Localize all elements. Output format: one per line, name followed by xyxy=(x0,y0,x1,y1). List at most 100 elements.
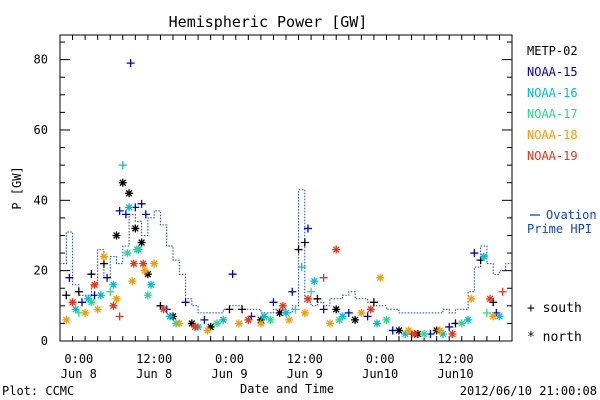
series-noaa-17 xyxy=(74,245,491,338)
point-north xyxy=(175,319,184,328)
legend-entry-noaa-15: NOAA-15 xyxy=(527,65,578,79)
point-north xyxy=(203,326,212,335)
point-north xyxy=(125,203,134,212)
x-tick-label-date: Jun10 xyxy=(362,367,398,381)
point-south xyxy=(369,298,378,307)
point-north xyxy=(489,312,498,321)
point-north xyxy=(219,315,228,324)
point-north xyxy=(68,298,77,307)
point-south xyxy=(470,249,479,258)
hpi-legend-line2: Prime HPI xyxy=(527,222,592,236)
point-north xyxy=(495,312,504,321)
y-tick-label: 40 xyxy=(34,193,48,207)
point-north xyxy=(438,329,447,338)
point-north xyxy=(420,329,429,338)
point-south xyxy=(126,59,135,68)
point-north xyxy=(147,280,156,289)
point-north xyxy=(335,315,344,324)
point-north xyxy=(266,315,275,324)
symbol-key: + south * north xyxy=(527,301,582,345)
point-south xyxy=(445,322,454,331)
point-north xyxy=(132,245,141,254)
point-north xyxy=(310,277,319,286)
point-south xyxy=(482,308,491,317)
legend-entry-noaa-18: NOAA-18 xyxy=(527,128,578,142)
point-south xyxy=(115,206,124,215)
point-north xyxy=(109,280,118,289)
point-north xyxy=(300,308,309,317)
point-south xyxy=(225,305,234,314)
point-north xyxy=(373,319,382,328)
point-north xyxy=(206,322,215,331)
point-south xyxy=(115,312,124,321)
point-south xyxy=(228,270,237,279)
y-tick-label: 0 xyxy=(41,334,48,348)
point-north xyxy=(332,305,341,314)
point-north xyxy=(260,312,269,321)
point-south xyxy=(319,273,328,282)
point-north xyxy=(112,231,121,240)
footer-timestamp: 2012/06/10 21:00:08 xyxy=(460,384,597,398)
x-tick-label-time: 0:00 xyxy=(64,352,93,366)
y-axis-label: P [GW] xyxy=(10,166,24,209)
point-north xyxy=(143,291,152,300)
x-tick-label-date: Jun 9 xyxy=(287,367,323,381)
point-south xyxy=(288,287,297,296)
point-south xyxy=(87,270,96,279)
legend-entry-noaa-16: NOAA-16 xyxy=(527,86,578,100)
point-south xyxy=(121,210,130,219)
point-north xyxy=(486,294,495,303)
point-north xyxy=(93,305,102,314)
point-north xyxy=(401,329,410,338)
point-north xyxy=(118,178,127,187)
x-tick-label-date: Jun10 xyxy=(437,367,473,381)
point-north xyxy=(376,273,385,282)
point-south xyxy=(300,238,309,247)
point-north xyxy=(464,315,473,324)
point-north xyxy=(366,305,375,314)
point-south xyxy=(137,199,146,208)
point-north xyxy=(81,308,90,317)
point-south xyxy=(498,287,507,296)
x-tick-label-date: Jun 8 xyxy=(61,367,97,381)
point-north xyxy=(278,301,287,310)
point-north xyxy=(71,305,80,314)
point-north xyxy=(131,224,140,233)
point-south xyxy=(344,308,353,317)
point-north xyxy=(448,329,457,338)
point-north xyxy=(382,315,391,324)
point-north xyxy=(90,280,99,289)
point-north xyxy=(99,252,108,261)
legend-entry-metp-02: METP-02 xyxy=(527,44,578,58)
legend: METP-02 NOAA-15 NOAA-16 NOAA-17 NOAA-18 NOAA-… xyxy=(527,44,578,163)
point-north xyxy=(244,315,253,324)
point-north xyxy=(404,326,413,335)
point-north xyxy=(256,319,265,328)
point-south xyxy=(388,326,397,335)
point-north xyxy=(435,326,444,335)
point-north xyxy=(357,308,366,317)
point-south xyxy=(118,161,127,170)
point-north xyxy=(285,315,294,324)
point-south xyxy=(141,210,150,219)
point-south xyxy=(62,291,71,300)
hpi-legend-line1: Ovation xyxy=(546,208,597,222)
point-north xyxy=(187,319,196,328)
point-north xyxy=(123,249,132,258)
point-south xyxy=(313,294,322,303)
chart-title: Hemispheric Power [GW] xyxy=(169,13,368,31)
point-north xyxy=(303,294,312,303)
point-north xyxy=(159,305,168,314)
data-points xyxy=(62,59,507,338)
point-north xyxy=(140,266,149,275)
point-north xyxy=(467,294,476,303)
series-metp-02 xyxy=(62,178,498,338)
point-north xyxy=(212,319,221,328)
x-tick-label-time: 12:00 xyxy=(287,352,323,366)
x-tick-label-time: 0:00 xyxy=(366,352,395,366)
point-south xyxy=(297,263,306,272)
point-south xyxy=(269,298,278,307)
